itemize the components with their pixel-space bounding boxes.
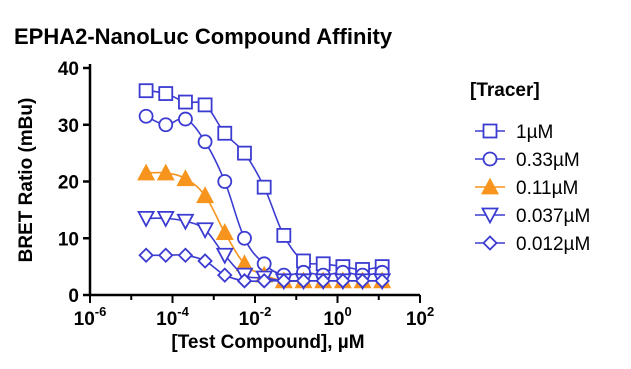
data-point xyxy=(256,179,272,195)
data-point xyxy=(177,247,194,264)
data-point xyxy=(295,273,312,289)
legend-label: 0.11µM xyxy=(516,178,578,199)
data-point xyxy=(157,247,174,264)
legend: [Tracer] 1µM 0.33µM 0.11µM 0.037µM 0.012µM xyxy=(470,80,590,255)
data-point xyxy=(315,273,331,289)
data-point xyxy=(176,169,195,187)
y-tick-label: 30 xyxy=(58,116,79,137)
legend-label: 0.33µM xyxy=(516,150,580,171)
data-point xyxy=(217,174,233,189)
plot-area xyxy=(137,83,392,291)
data-point xyxy=(156,210,175,228)
data-point xyxy=(236,273,253,289)
data-point xyxy=(138,83,154,99)
series-4 xyxy=(138,247,390,289)
data-point xyxy=(197,97,213,113)
data-point xyxy=(354,273,371,289)
legend-marker xyxy=(480,207,500,225)
data-point xyxy=(197,253,213,269)
legend-marker xyxy=(482,151,498,167)
data-point xyxy=(137,210,156,228)
legend-label: 0.037µM xyxy=(516,206,590,227)
data-point xyxy=(217,125,233,141)
data-point xyxy=(256,273,272,289)
legend-marker xyxy=(480,177,500,195)
legend-item: 0.037µM xyxy=(475,206,590,227)
data-point xyxy=(237,145,252,161)
x-tick-label: 100 xyxy=(323,304,351,330)
x-tick-label: 10-2 xyxy=(239,304,272,330)
y-tick-label: 20 xyxy=(58,173,79,194)
y-tick-label: 0 xyxy=(68,286,79,307)
axes: 0 10 20 30 40 10-6 10-4 10-2 100 102 xyxy=(58,59,434,330)
data-point xyxy=(138,247,154,264)
data-point xyxy=(335,273,351,289)
data-point xyxy=(215,247,234,265)
x-tick-label: 10-4 xyxy=(156,304,189,330)
data-point xyxy=(196,222,215,240)
y-axis-label: BRET Ratio (mBu) xyxy=(16,98,37,263)
data-point xyxy=(178,111,193,127)
data-point xyxy=(138,108,154,124)
data-point xyxy=(156,163,175,181)
data-point xyxy=(137,163,156,181)
legend-label: 1µM xyxy=(516,122,553,143)
series-0 xyxy=(138,83,390,277)
legend-item: 0.11µM xyxy=(475,177,578,199)
data-point xyxy=(374,273,390,289)
data-point xyxy=(276,228,292,243)
x-tick-label: 10-6 xyxy=(74,304,107,330)
data-point xyxy=(158,117,174,133)
data-point xyxy=(158,86,174,101)
legend-marker xyxy=(482,235,498,251)
data-point xyxy=(196,186,215,204)
data-point xyxy=(178,94,193,110)
x-axis-label: [Test Compound], µM xyxy=(171,332,364,353)
data-point xyxy=(176,213,195,231)
data-point xyxy=(197,134,213,150)
chart-title: EPHA2-NanoLuc Compound Affinity xyxy=(14,24,393,49)
legend-title: [Tracer] xyxy=(470,80,540,101)
y-tick-label: 40 xyxy=(58,59,79,80)
series-1 xyxy=(138,108,390,283)
data-point xyxy=(215,223,234,240)
y-tick-label: 10 xyxy=(58,229,79,250)
legend-label: 0.012µM xyxy=(516,234,590,255)
legend-item: 0.33µM xyxy=(475,150,580,171)
x-tick-label: 102 xyxy=(406,304,434,330)
data-point xyxy=(216,267,233,283)
data-point xyxy=(276,273,292,289)
data-point xyxy=(237,230,252,246)
legend-item: 0.012µM xyxy=(475,234,590,255)
legend-item: 1µM xyxy=(475,122,553,143)
legend-marker xyxy=(482,123,498,139)
